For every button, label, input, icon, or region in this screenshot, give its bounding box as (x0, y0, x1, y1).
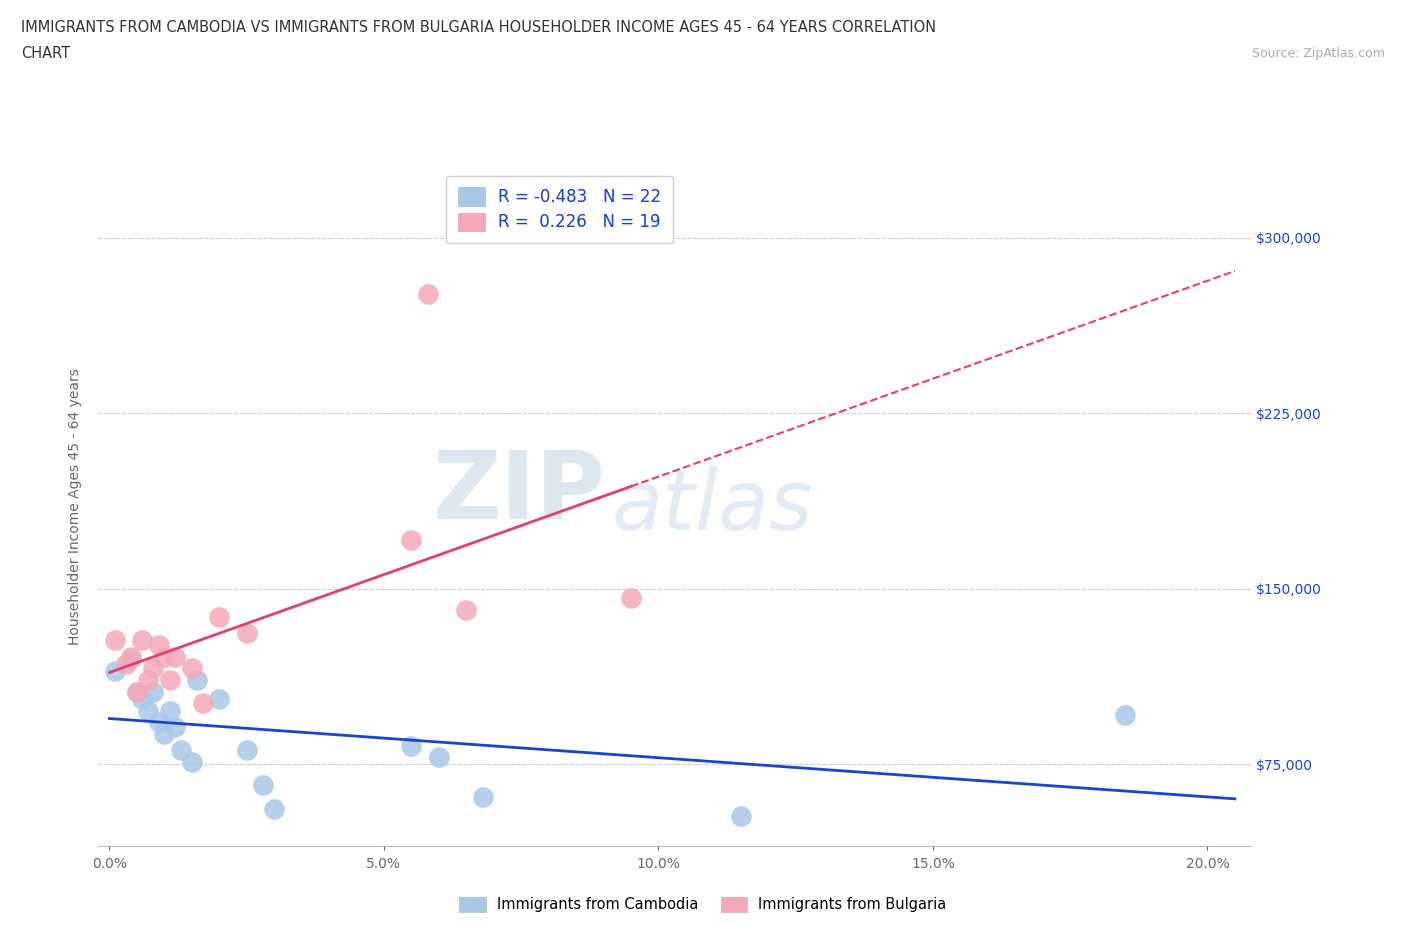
Point (235, 743, 257, 758)
Point (142, 684, 165, 699)
Point (159, 672, 181, 687)
Point (252, 778, 274, 793)
Point (180, 754, 202, 769)
Point (730, 808, 752, 823)
Point (153, 649, 176, 664)
Text: ZIP: ZIP (433, 447, 606, 539)
Point (120, 652, 142, 667)
Point (104, 632, 127, 647)
Point (142, 661, 165, 676)
Point (159, 703, 181, 718)
Legend: R = -0.483   N = 22, R =  0.226   N = 19: R = -0.483 N = 22, R = 0.226 N = 19 (446, 176, 673, 243)
Point (191, 696, 214, 711)
Point (416, 286, 439, 301)
Point (115, 657, 138, 671)
Point (148, 715, 170, 730)
Point (471, 790, 494, 804)
Point (125, 684, 148, 699)
Point (235, 626, 257, 641)
Point (131, 691, 153, 706)
Point (104, 663, 127, 678)
Point (165, 649, 187, 664)
Point (165, 720, 187, 735)
Point (148, 638, 170, 653)
Text: CHART: CHART (21, 46, 70, 61)
Point (170, 743, 193, 758)
Point (263, 802, 285, 817)
Point (136, 703, 159, 718)
Y-axis label: Householder Income Ages 45 - 64 years: Householder Income Ages 45 - 64 years (69, 368, 83, 645)
Point (456, 603, 478, 618)
Point (153, 726, 176, 741)
Point (401, 532, 423, 547)
Point (136, 672, 159, 687)
Point (208, 609, 231, 624)
Point (120, 649, 142, 664)
Text: atlas: atlas (612, 466, 813, 548)
Point (208, 691, 231, 706)
Text: IMMIGRANTS FROM CAMBODIA VS IMMIGRANTS FROM BULGARIA HOUSEHOLDER INCOME AGES 45 : IMMIGRANTS FROM CAMBODIA VS IMMIGRANTS F… (21, 20, 936, 35)
Text: Source: ZipAtlas.com: Source: ZipAtlas.com (1251, 46, 1385, 60)
Point (1114, 708, 1136, 723)
Point (131, 632, 153, 647)
Point (427, 750, 450, 764)
Point (620, 591, 643, 605)
Point (186, 672, 208, 687)
Point (125, 684, 148, 699)
Point (401, 738, 423, 753)
Legend: Immigrants from Cambodia, Immigrants from Bulgaria: Immigrants from Cambodia, Immigrants fro… (454, 891, 952, 918)
Point (180, 661, 202, 676)
